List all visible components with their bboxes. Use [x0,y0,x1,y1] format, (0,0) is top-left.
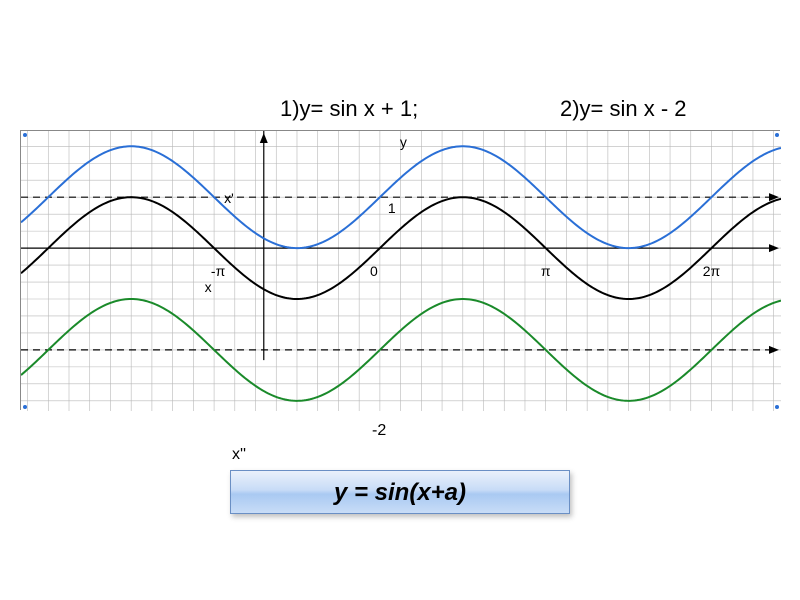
formula-box: y = sin(x+a) [230,470,570,514]
svg-text:-π: -π [211,263,226,279]
equation-2: 2)y= sin x - 2 [560,96,687,122]
svg-text:1: 1 [388,200,396,216]
svg-text:π: π [541,263,551,279]
equation-1: 1)y= sin x + 1; [280,96,418,122]
label-neg-two: -2 [372,422,386,440]
svg-text:x': x' [224,190,234,206]
sine-chart: 1 0 -π π 2π y x x' [20,130,780,410]
svg-text:x: x [205,279,212,295]
svg-text:2π: 2π [703,263,721,279]
label-x-double-prime: x'' [232,446,246,464]
svg-text:0: 0 [370,263,378,279]
svg-text:y: y [400,134,407,150]
